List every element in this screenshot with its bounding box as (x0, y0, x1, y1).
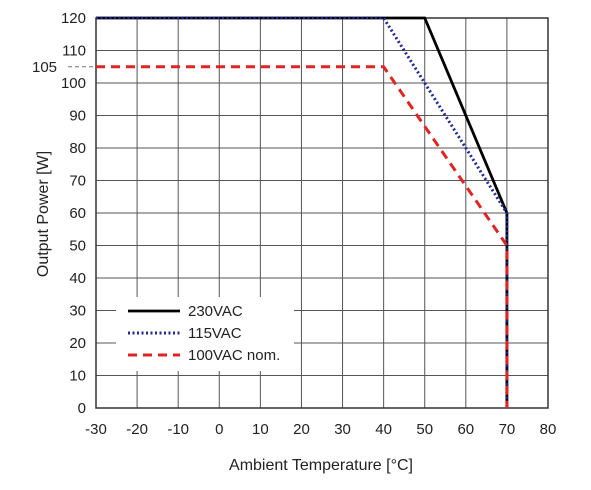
x-axis-label: Ambient Temperature [°C] (229, 457, 413, 474)
x-tick-label: 50 (416, 421, 433, 438)
x-tick-label: 10 (252, 421, 269, 438)
legend-box (116, 297, 294, 371)
y-tick-label: 120 (61, 10, 86, 27)
y-tick-label: 60 (69, 205, 86, 222)
x-tick-label: 70 (499, 421, 516, 438)
series-line-100vac-nom (96, 65, 509, 408)
x-tick-label: 0 (215, 421, 223, 438)
y-tick-label: 50 (69, 238, 86, 255)
y-tick-label: 40 (69, 270, 86, 287)
x-tick-label: 20 (293, 421, 310, 438)
x-tick-label: 30 (334, 421, 351, 438)
x-tick-label: -30 (85, 421, 107, 438)
x-tick-label: 60 (457, 421, 474, 438)
legend-label: 115VAC (188, 325, 242, 342)
x-tick-label: 40 (375, 421, 392, 438)
y-tick-label: 10 (69, 368, 86, 385)
y-tick-label: 30 (69, 303, 86, 320)
series-lines (96, 16, 509, 408)
x-tick-label: -10 (167, 421, 189, 438)
legend: 230VAC 115VAC 100VAC nom. (116, 297, 294, 371)
x-axis-ticks: -30 -20 -10 0 10 20 30 40 50 60 70 80 (85, 421, 556, 438)
x-tick-label: -20 (126, 421, 148, 438)
y-tick-label: 90 (69, 108, 86, 125)
x-tick-label: 80 (540, 421, 557, 438)
y-tick-label: 70 (69, 173, 86, 190)
legend-label: 230VAC (188, 303, 243, 320)
y-axis-ticks: 0 10 20 30 40 50 60 70 80 90 100 110 120 (61, 10, 86, 417)
y-tick-label: 110 (62, 43, 86, 60)
y-axis-label: Output Power [W] (35, 151, 52, 277)
y-tick-label: 100 (61, 75, 86, 92)
reference-label: 105 (32, 59, 57, 76)
y-tick-label: 80 (69, 140, 86, 157)
reference-line-105: 105 (32, 59, 96, 76)
series-line-230vac (96, 16, 509, 408)
y-tick-label: 0 (78, 400, 86, 417)
legend-label: 100VAC nom. (188, 347, 280, 364)
y-tick-label: 20 (69, 335, 86, 352)
